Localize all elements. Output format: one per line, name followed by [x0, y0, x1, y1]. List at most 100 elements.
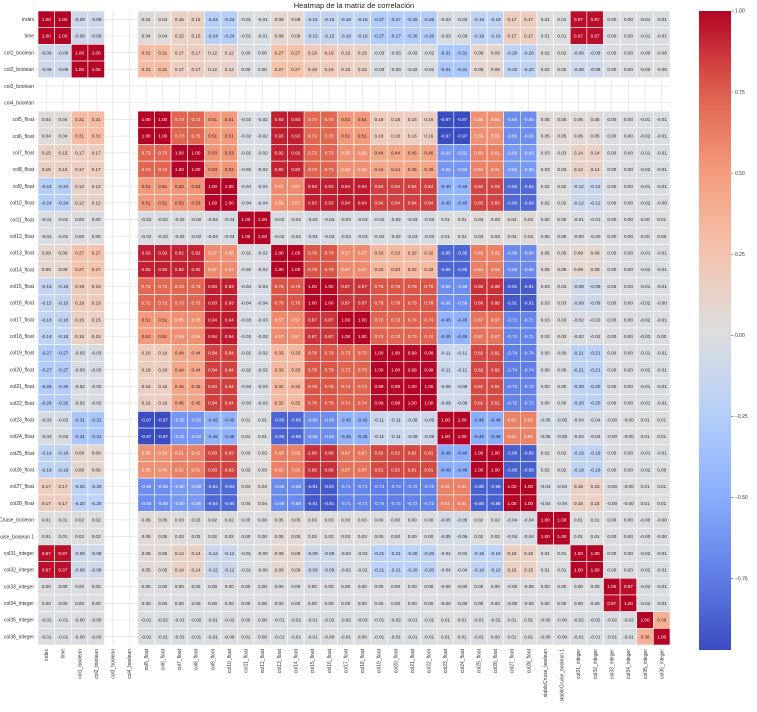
cell-annotation: 1.00 [474, 467, 483, 472]
cell-annotation: 0.63 [474, 251, 483, 256]
cell-annotation: -0.01 [257, 34, 268, 39]
cell-annotation: -0.03 [357, 234, 368, 239]
cell-annotation: -0.01 [656, 584, 667, 589]
cell-annotation: 0.74 [341, 384, 350, 389]
cell-annotation: 0.02 [557, 451, 566, 456]
heatmap-cells: 1.00 1.00 -0.09 -0.09 0.04 0.04 0.15 0.15 -0.24 -… [37, 10, 671, 646]
cell-annotation: 0.03 [325, 517, 334, 522]
cell-annotation: 0.00 [557, 367, 566, 372]
cell-annotation: 1.00 [275, 251, 284, 256]
cell-annotation: 0.00 [624, 284, 633, 289]
cell-annotation: -0.01 [640, 384, 651, 389]
cell-annotation: -0.20 [507, 50, 518, 55]
cell-annotation: -0.09 [573, 301, 584, 306]
cell-annotation: 0.51 [142, 334, 151, 339]
cell-annotation: 0.00 [607, 134, 616, 139]
heatmap-cell [87, 60, 105, 79]
cell-annotation: 0.00 [241, 50, 250, 55]
cell-annotation: 0.27 [275, 50, 284, 55]
cell-annotation: -0.21 [390, 551, 401, 556]
cell-annotation: 0.00 [624, 301, 633, 306]
cell-annotation: -0.04 [540, 484, 551, 489]
cell-annotation: 0.05 [291, 534, 300, 539]
cell-annotation: -0.20 [91, 484, 102, 489]
cell-annotation: 0.00 [607, 17, 616, 22]
cell-annotation: -0.01 [656, 351, 667, 356]
cell-annotation: -0.02 [640, 317, 651, 322]
column-label: col20_float [393, 648, 399, 673]
cell-annotation: -0.09 [58, 50, 69, 55]
cell-annotation: 0.33 [291, 367, 300, 372]
cell-annotation: -0.97 [141, 434, 152, 439]
cell-annotation: 0.00 [424, 584, 433, 589]
cell-annotation: 0.33 [374, 267, 383, 272]
cell-annotation: -0.02 [241, 251, 252, 256]
cell-annotation: -0.02 [291, 234, 302, 239]
cell-annotation: 0.73 [358, 367, 367, 372]
cell-annotation: -0.01 [640, 34, 651, 39]
cell-annotation: -0.72 [507, 384, 518, 389]
cell-annotation: -0.01 [656, 601, 667, 606]
cell-annotation: 1.00 [341, 317, 350, 322]
cell-annotation: -0.04 [507, 517, 518, 522]
cell-annotation: -0.15 [41, 284, 52, 289]
cell-annotation: 0.00 [624, 67, 633, 72]
cell-annotation: 0.00 [241, 517, 250, 522]
cell-annotation: -0.19 [590, 451, 601, 456]
row-label: col32_integer [4, 568, 34, 574]
cell-annotation: -0.01 [340, 634, 351, 639]
cell-annotation: 0.84 [374, 200, 383, 205]
row-label: col1_boolean [4, 50, 34, 56]
cell-annotation: 1.00 [408, 401, 417, 406]
column-label: col34_integer [626, 649, 632, 679]
cell-annotation: 0.03 [308, 517, 317, 522]
cell-annotation: -0.01 [656, 134, 667, 139]
cell-annotation: 0.00 [607, 167, 616, 172]
cell-annotation: -0.01 [473, 634, 484, 639]
cell-annotation: -0.04 [573, 434, 584, 439]
cell-annotation: -0.26 [58, 401, 69, 406]
cell-annotation: 0.18 [391, 117, 400, 122]
cell-annotation: 1.00 [225, 184, 234, 189]
cell-annotation: 0.88 [474, 284, 483, 289]
cell-annotation: 0.02 [92, 534, 101, 539]
cell-annotation: 1.00 [641, 618, 650, 623]
cell-annotation: 0.82 [474, 367, 483, 372]
cell-annotation: 0.05 [591, 134, 600, 139]
cell-annotation: 0.00 [175, 601, 184, 606]
row-label: col27_float [10, 484, 35, 490]
cell-annotation: 0.05 [541, 134, 550, 139]
cell-annotation: 0.00 [607, 384, 616, 389]
cell-annotation: -0.01 [656, 568, 667, 573]
cell-annotation: 0.73 [192, 301, 201, 306]
cell-annotation: 0.01 [458, 634, 467, 639]
cell-annotation: -0.62 [457, 150, 468, 155]
cell-annotation: 0.87 [308, 334, 317, 339]
cell-annotation: -0.01 [656, 184, 667, 189]
cell-annotation: -0.02 [91, 401, 102, 406]
cell-annotation: 0.32 [424, 251, 433, 256]
cell-annotation: 0.00 [75, 601, 84, 606]
cell-annotation: 0.00 [308, 601, 317, 606]
cell-annotation: -0.02 [590, 317, 601, 322]
cell-annotation: -0.15 [307, 17, 318, 22]
cell-annotation: 0.17 [42, 501, 51, 506]
cell-annotation: -0.19 [473, 34, 484, 39]
cell-annotation: 0.02 [75, 534, 84, 539]
cell-annotation: 0.16 [408, 117, 417, 122]
cell-annotation: -0.01 [656, 34, 667, 39]
cell-annotation: 0.09 [291, 551, 300, 556]
cell-annotation: 0.09 [92, 451, 101, 456]
cell-annotation: 0.03 [474, 234, 483, 239]
cell-annotation: 0.51 [158, 200, 167, 205]
cell-annotation: 0.00 [624, 517, 633, 522]
cell-annotation: -0.00 [607, 434, 618, 439]
cell-annotation: 0.99 [374, 401, 383, 406]
cell-annotation: 0.62 [275, 467, 284, 472]
cell-annotation: 0.05 [557, 134, 566, 139]
cell-annotation: 0.27 [92, 267, 101, 272]
cell-annotation: -0.45 [440, 184, 451, 189]
cell-annotation: 1.00 [75, 67, 84, 72]
cell-annotation: 0.53 [192, 200, 201, 205]
cell-annotation: 0.00 [607, 234, 616, 239]
